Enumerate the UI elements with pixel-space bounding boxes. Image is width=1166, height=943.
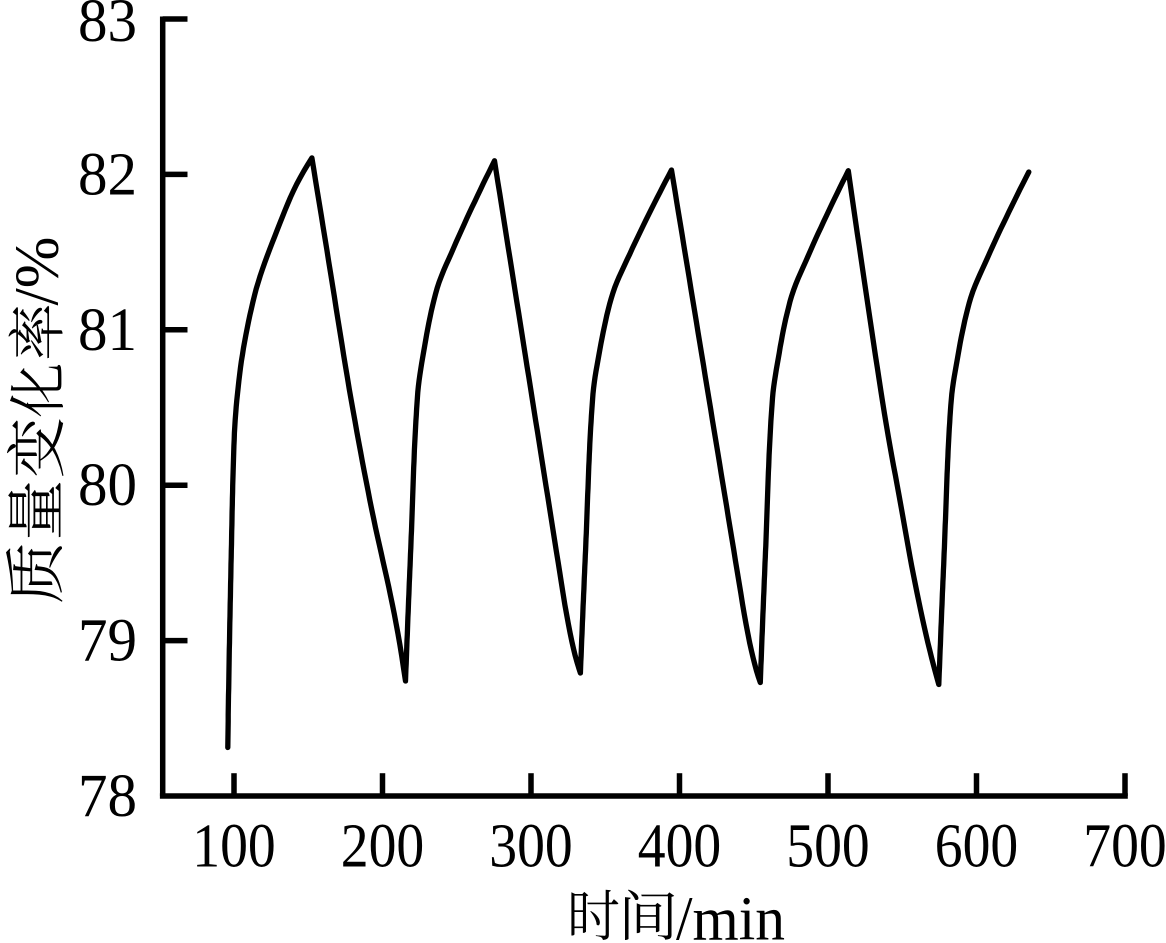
svg-text:600: 600: [935, 811, 1019, 881]
svg-text:80: 80: [78, 451, 137, 519]
svg-text:/%: /%: [4, 237, 72, 306]
svg-text:78: 78: [78, 762, 137, 830]
svg-text:500: 500: [786, 811, 870, 881]
svg-text:100: 100: [192, 811, 276, 881]
svg-text:700: 700: [1083, 811, 1166, 881]
svg-text:83: 83: [78, 0, 137, 55]
svg-text:81: 81: [78, 296, 137, 364]
svg-text:200: 200: [341, 811, 425, 881]
svg-text:82: 82: [78, 140, 137, 208]
svg-text:400: 400: [638, 811, 722, 881]
svg-text:300: 300: [489, 811, 573, 881]
svg-text:79: 79: [78, 607, 137, 675]
svg-text:/min: /min: [676, 886, 785, 943]
